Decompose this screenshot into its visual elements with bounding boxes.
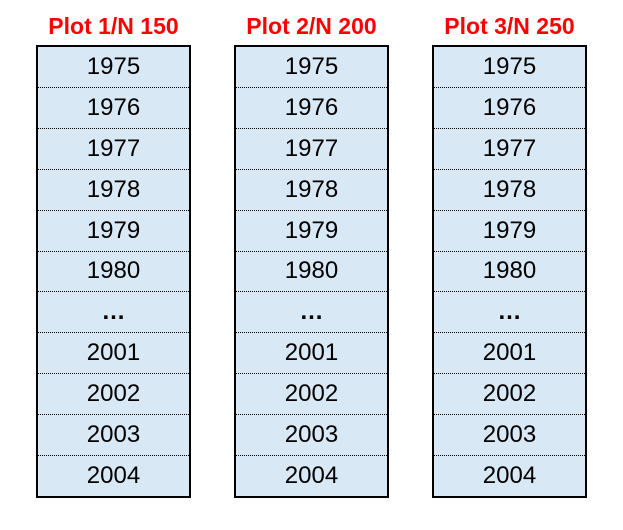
year-row: 1979: [236, 211, 387, 252]
year-row: 1977: [434, 129, 585, 170]
plot-column: Plot 1/N 150 1975 1976 1977 1978 1979 1980… 20…: [36, 10, 191, 498]
year-table: 1975 1976 1977 1978 1979 1980… 2001 2002 2003 200…: [234, 45, 389, 498]
year-row: 2002: [38, 374, 189, 416]
year-table: 1975 1976 1977 1978 1979 1980… 2001 2002 2003 200…: [432, 45, 587, 498]
plot-column: Plot 2/N 200 1975 1976 1977 1978 1979 1980… 20…: [234, 10, 389, 498]
year-row: 2004: [482, 462, 537, 490]
year-row: 1976: [434, 88, 585, 129]
year-row: 1980: [236, 252, 387, 293]
year-row: 2002: [434, 374, 585, 416]
year-row: 1980: [38, 252, 189, 293]
ellipsis-row: …: [434, 292, 585, 334]
year-row: 2003: [434, 415, 585, 457]
year-row: 1978: [434, 170, 585, 211]
year-row: 2001: [434, 333, 585, 375]
year-row: 2004: [284, 462, 339, 490]
year-row: 1979: [38, 211, 189, 252]
plot-columns: Plot 1/N 150 1975 1976 1977 1978 1979 1980… 20…: [36, 10, 587, 498]
year-row: 2001: [236, 333, 387, 375]
year-row: 1980: [434, 252, 585, 293]
year-row: 2003: [236, 415, 387, 457]
year-row: 2001: [38, 333, 189, 375]
year-row: 1975: [236, 47, 387, 88]
year-table: 1975 1976 1977 1978 1979 1980… 2001 2002 2003 200…: [36, 45, 191, 498]
year-row: 1978: [38, 170, 189, 211]
year-row: 2003: [38, 415, 189, 457]
plot-column: Plot 3/N 250 1975 1976 1977 1978 1979 1980… 20…: [432, 10, 587, 498]
plot-title: Plot 3/N 250: [444, 13, 575, 39]
year-row: 1975: [434, 47, 585, 88]
year-row: 1976: [236, 88, 387, 129]
year-row: 1977: [38, 129, 189, 170]
ellipsis-row: …: [236, 292, 387, 334]
plot-title: Plot 2/N 200: [246, 13, 377, 39]
year-row: 1975: [38, 47, 189, 88]
year-row: 2004: [86, 462, 141, 490]
year-row: 1979: [434, 211, 585, 252]
year-row: 2002: [236, 374, 387, 416]
plot-title: Plot 1/N 150: [48, 13, 179, 39]
year-row: 1978: [236, 170, 387, 211]
year-row: 1977: [236, 129, 387, 170]
year-row: 1976: [38, 88, 189, 129]
ellipsis-row: …: [38, 292, 189, 334]
